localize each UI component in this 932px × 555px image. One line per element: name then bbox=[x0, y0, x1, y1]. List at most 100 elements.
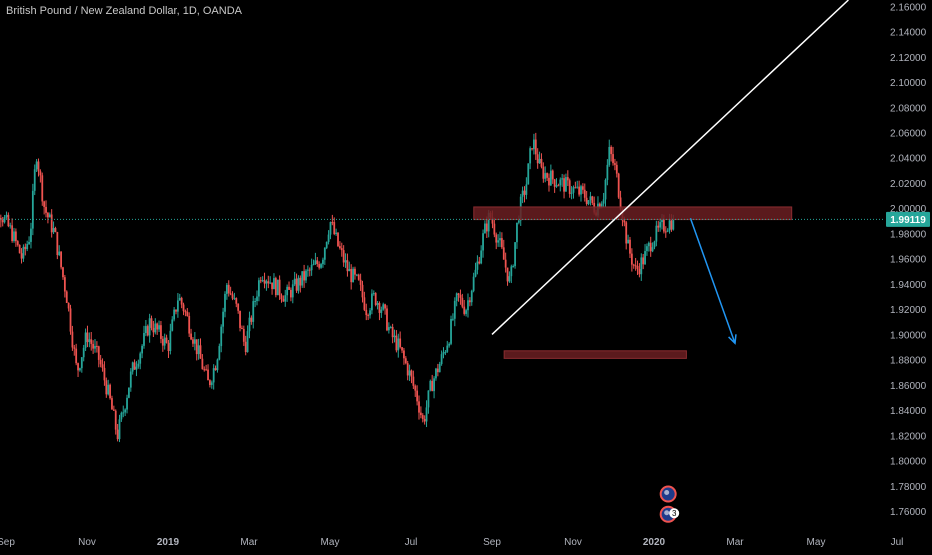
candle-body bbox=[52, 228, 55, 233]
candle-body bbox=[131, 362, 134, 372]
candle-body bbox=[263, 280, 266, 284]
candle-body bbox=[395, 335, 398, 351]
event-count-badge bbox=[669, 508, 680, 519]
candle-body bbox=[615, 164, 618, 174]
arrow-shaft[interactable] bbox=[689, 218, 736, 344]
candle-body bbox=[124, 409, 127, 413]
candle-body bbox=[476, 261, 479, 270]
candle-body bbox=[361, 284, 364, 298]
resistance-zone[interactable] bbox=[473, 206, 793, 221]
candle-body bbox=[20, 253, 23, 259]
candle-body bbox=[295, 278, 298, 291]
candle-body bbox=[212, 368, 215, 383]
event-marker[interactable]: 3 bbox=[659, 505, 680, 523]
candle-body bbox=[160, 325, 162, 339]
time-axis[interactable]: Sep Nov 2019 Mar May Jul Sep Nov 2020 Mar May Jul bbox=[0, 537, 903, 548]
candle-body bbox=[182, 304, 185, 312]
candle-layer bbox=[0, 132, 675, 443]
candle-body bbox=[50, 214, 53, 233]
candle-body bbox=[152, 327, 155, 333]
candle-body bbox=[387, 327, 390, 331]
candle-body bbox=[500, 238, 503, 248]
candle-body bbox=[276, 279, 279, 296]
candle-body bbox=[1, 220, 4, 223]
candle-body bbox=[444, 351, 447, 353]
support-zone[interactable] bbox=[503, 350, 687, 359]
candle-body bbox=[604, 179, 607, 200]
candle-body bbox=[344, 260, 347, 263]
candle-body bbox=[463, 306, 466, 314]
candle-body bbox=[306, 269, 309, 271]
candle-body bbox=[350, 269, 353, 283]
candle-body bbox=[587, 200, 590, 204]
candle-body bbox=[293, 278, 296, 285]
candle-body bbox=[333, 222, 336, 235]
candle-body bbox=[378, 303, 381, 313]
arrow-head[interactable] bbox=[728, 334, 737, 345]
candle-body bbox=[632, 264, 635, 266]
candle-body bbox=[352, 268, 354, 283]
candle-body bbox=[521, 190, 524, 197]
candle-body bbox=[406, 363, 409, 376]
candle-body bbox=[386, 308, 388, 331]
time-tick-label: 2019 bbox=[157, 537, 180, 548]
candle-body bbox=[365, 309, 368, 316]
candle-body bbox=[478, 261, 481, 264]
candle-body bbox=[101, 364, 104, 368]
time-tick-label: Nov bbox=[78, 537, 96, 548]
price-tick-label: 1.82000 bbox=[890, 431, 927, 442]
candle-body bbox=[118, 419, 121, 440]
candle-body bbox=[538, 158, 541, 164]
candle-body bbox=[655, 225, 658, 242]
candle-body bbox=[534, 139, 537, 155]
candle-body bbox=[542, 166, 545, 179]
candle-body bbox=[346, 260, 349, 272]
candle-body bbox=[265, 281, 268, 284]
candle-body bbox=[39, 171, 42, 176]
event-marker[interactable] bbox=[659, 485, 677, 503]
candle-body bbox=[568, 180, 571, 194]
candle-body bbox=[35, 161, 38, 170]
candle-body bbox=[574, 187, 577, 189]
candle-body bbox=[666, 230, 669, 232]
candle-body bbox=[180, 297, 183, 305]
candle-body bbox=[225, 284, 228, 294]
candle-body bbox=[248, 317, 251, 332]
candle-body bbox=[322, 259, 324, 265]
candle-body bbox=[408, 370, 411, 376]
candle-body bbox=[288, 286, 290, 290]
candle-body bbox=[629, 239, 631, 254]
candle-body bbox=[614, 163, 616, 165]
candle-body bbox=[291, 284, 294, 298]
candle-body bbox=[73, 347, 76, 349]
candle-body bbox=[355, 274, 358, 276]
candle-body bbox=[467, 300, 469, 311]
candle-body bbox=[297, 277, 300, 291]
candle-body bbox=[325, 241, 328, 248]
candle-body bbox=[491, 217, 494, 224]
candle-body bbox=[578, 186, 581, 195]
candle-body bbox=[572, 187, 575, 193]
price-tick-label: 2.04000 bbox=[890, 154, 927, 165]
candle-body bbox=[233, 298, 236, 300]
candle-body bbox=[493, 223, 496, 235]
last-price-label: 1.99119 bbox=[890, 215, 926, 226]
drawing-layer bbox=[491, 0, 849, 345]
candle-body bbox=[335, 232, 338, 235]
candle-body bbox=[625, 222, 628, 244]
price-tick-label: 1.78000 bbox=[890, 482, 927, 493]
candle-body bbox=[512, 266, 515, 268]
candle-body bbox=[18, 244, 21, 254]
candle-body bbox=[227, 284, 230, 294]
candle-body bbox=[485, 223, 488, 232]
price-tick-label: 2.12000 bbox=[890, 53, 927, 64]
trendline[interactable] bbox=[491, 0, 849, 335]
candle-body bbox=[446, 345, 449, 352]
candle-body bbox=[540, 158, 543, 167]
price-tick-label: 2.06000 bbox=[890, 129, 927, 140]
price-axis[interactable]: 1.76000 1.78000 1.80000 1.82000 1.84000 1.860… bbox=[886, 2, 930, 518]
candle-body bbox=[487, 212, 490, 232]
candle-body bbox=[56, 232, 59, 256]
